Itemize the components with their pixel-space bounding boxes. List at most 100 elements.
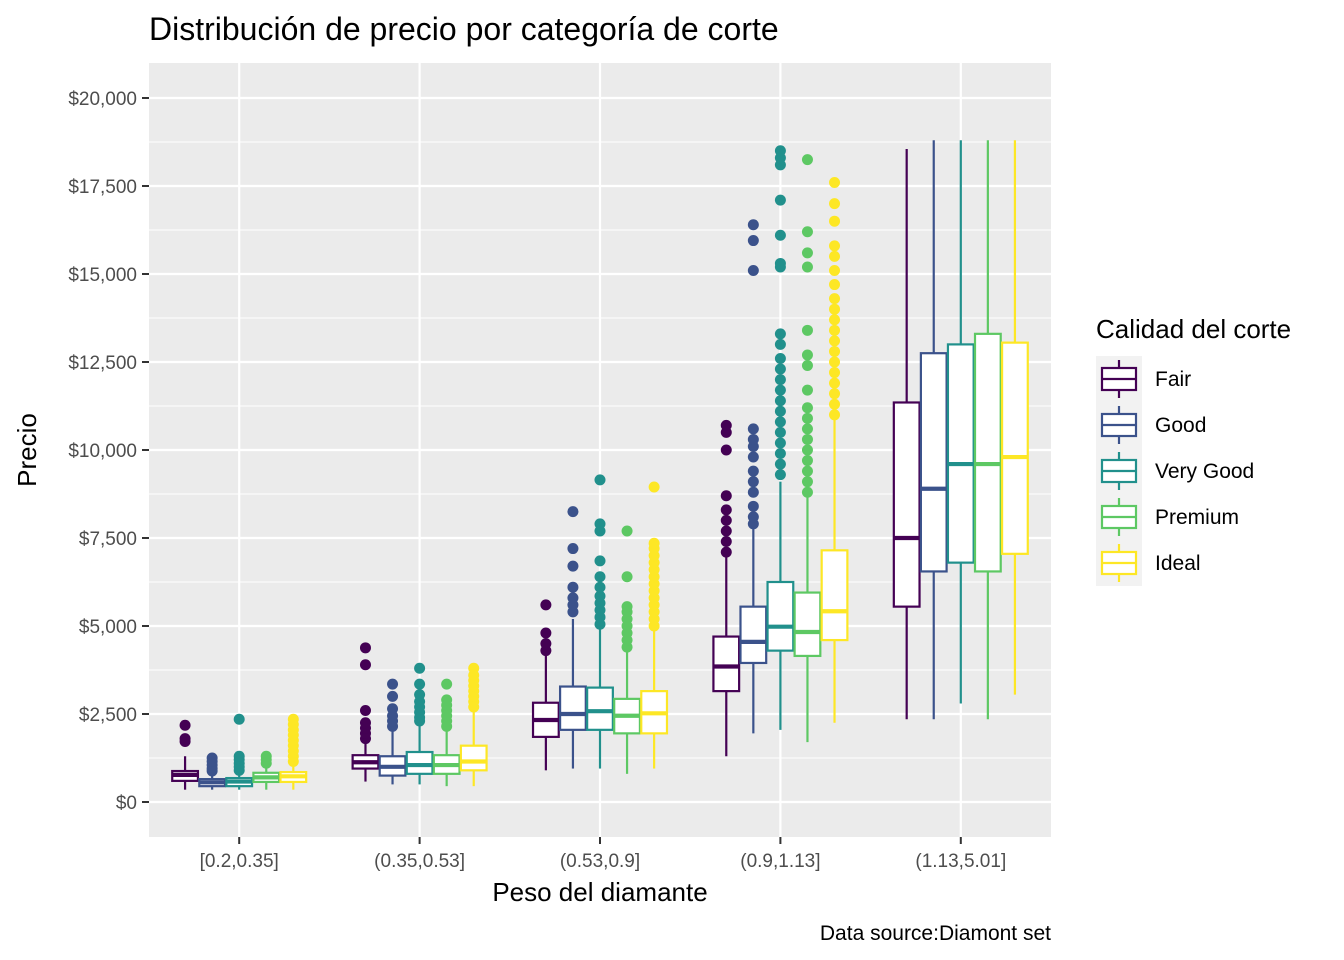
outlier-point <box>359 704 371 716</box>
outlier-point <box>468 662 480 674</box>
outlier-point <box>287 713 299 725</box>
x-axis: [0.2,0.35] (0.35,0.53] (0.53,0.9] (0.9,1.13… <box>200 837 1006 872</box>
y-tick-label: $17,500 <box>68 177 137 198</box>
legend-label: Good <box>1155 414 1206 437</box>
outlier-point <box>720 525 732 537</box>
outlier-point <box>829 377 841 389</box>
outlier-point <box>829 176 841 188</box>
y-tick-label: $5,000 <box>79 617 137 638</box>
outlier-point <box>747 465 759 477</box>
x-tick-label: (0.35,0.53] <box>374 851 465 872</box>
outlier-point <box>747 500 759 512</box>
chart-title: Distribución de precio por categoría de … <box>149 11 779 47</box>
outlier-point <box>441 694 453 706</box>
outlier-point <box>829 314 841 326</box>
outlier-point <box>774 384 786 396</box>
box <box>712 635 741 693</box>
outlier-point <box>801 226 813 238</box>
box <box>793 591 822 658</box>
legend-label: Fair <box>1155 368 1191 391</box>
outlier-point <box>720 504 732 516</box>
outlier-point <box>567 581 579 593</box>
outlier-point <box>774 469 786 481</box>
outlier-point <box>801 423 813 435</box>
outlier-point <box>801 261 813 273</box>
series-ideal <box>279 140 1029 790</box>
outlier-point <box>774 426 786 438</box>
outlier-point <box>747 451 759 463</box>
outlier-point <box>829 279 841 291</box>
box <box>739 605 768 665</box>
y-tick-label: $20,000 <box>68 89 137 110</box>
box <box>405 750 434 775</box>
y-tick-label: $10,000 <box>68 441 137 462</box>
outlier-point <box>260 750 272 762</box>
outlier-point <box>567 560 579 572</box>
series-good <box>198 140 948 790</box>
y-tick-label: $12,500 <box>68 353 137 374</box>
outlier-point <box>540 638 552 650</box>
outlier-point <box>414 689 426 701</box>
outlier-point <box>540 627 552 639</box>
outlier-point <box>359 642 371 654</box>
outlier-point <box>387 690 399 702</box>
box <box>919 352 948 573</box>
outlier-point <box>648 537 660 549</box>
outlier-point <box>774 338 786 350</box>
outlier-point <box>747 476 759 488</box>
outlier-point <box>829 388 841 400</box>
outlier-point <box>621 525 633 537</box>
outlier-point <box>801 412 813 424</box>
outlier-point <box>441 678 453 690</box>
legend-title: Calidad del corte <box>1096 314 1291 344</box>
outlier-point <box>747 264 759 276</box>
legend-key-very-good <box>1100 452 1138 490</box>
box-marks <box>171 140 1029 790</box>
chart-caption: Data source:Diamont set <box>820 922 1051 945</box>
box <box>973 332 1002 573</box>
y-axis: $0 $2,500 $5,000 $7,500 $10,000 $12,500 $15,00… <box>68 89 149 814</box>
legend-label: Ideal <box>1155 552 1201 575</box>
outlier-point <box>567 506 579 518</box>
outlier-point <box>720 419 732 431</box>
y-tick-label: $0 <box>116 793 137 814</box>
box <box>766 580 795 652</box>
outlier-point <box>387 703 399 715</box>
outlier-point <box>829 356 841 368</box>
outlier-point <box>829 198 841 210</box>
series-very-good <box>225 140 975 790</box>
outlier-point <box>594 474 606 486</box>
outlier-point <box>648 481 660 493</box>
outlier-point <box>774 416 786 428</box>
x-tick-label: (0.53,0.9] <box>560 851 640 872</box>
outlier-point <box>774 145 786 157</box>
outlier-point <box>747 486 759 498</box>
outlier-point <box>801 324 813 336</box>
outlier-point <box>829 345 841 357</box>
y-tick-label: $15,000 <box>68 265 137 286</box>
box <box>946 343 975 564</box>
outlier-point <box>774 458 786 470</box>
box <box>558 685 587 731</box>
box <box>459 744 488 772</box>
outlier-point <box>829 324 841 336</box>
outlier-point <box>387 678 399 690</box>
outlier-point <box>594 571 606 583</box>
outlier-point <box>774 194 786 206</box>
outlier-point <box>774 257 786 269</box>
outlier-point <box>414 662 426 674</box>
outlier-point <box>774 448 786 460</box>
outlier-point <box>829 264 841 276</box>
outlier-point <box>414 678 426 690</box>
series-fair <box>171 149 921 790</box>
outlier-point <box>206 752 218 764</box>
outlier-point <box>720 490 732 502</box>
outlier-point <box>829 398 841 410</box>
outlier-point <box>829 240 841 252</box>
outlier-point <box>540 599 552 611</box>
box <box>820 549 849 642</box>
outlier-point <box>747 423 759 435</box>
outlier-point <box>594 555 606 567</box>
outlier-point <box>829 293 841 305</box>
